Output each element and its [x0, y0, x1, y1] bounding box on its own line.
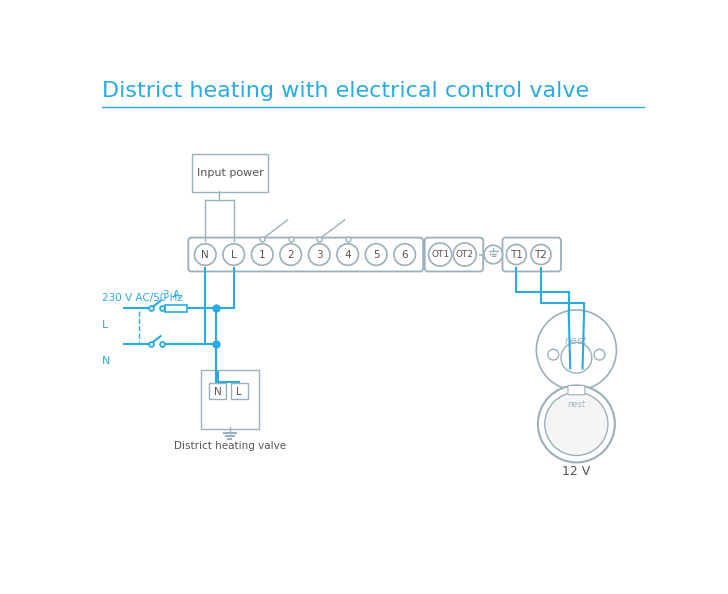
Text: L: L	[102, 320, 108, 330]
FancyBboxPatch shape	[209, 383, 226, 399]
Circle shape	[309, 244, 330, 266]
Text: 2: 2	[288, 249, 294, 260]
Text: L: L	[231, 249, 237, 260]
Circle shape	[561, 342, 592, 373]
Circle shape	[251, 244, 273, 266]
Text: 3: 3	[316, 249, 323, 260]
FancyBboxPatch shape	[424, 238, 483, 271]
Text: OT1: OT1	[431, 250, 449, 259]
Circle shape	[223, 244, 245, 266]
Circle shape	[453, 243, 476, 266]
Text: 6: 6	[401, 249, 408, 260]
Text: T1: T1	[510, 249, 523, 260]
FancyBboxPatch shape	[201, 370, 259, 428]
Circle shape	[394, 244, 416, 266]
Text: Input power: Input power	[197, 168, 264, 178]
FancyBboxPatch shape	[231, 383, 248, 399]
Text: 230 V AC/50 Hz: 230 V AC/50 Hz	[102, 293, 183, 304]
Circle shape	[194, 244, 216, 266]
Text: N: N	[102, 356, 111, 366]
Text: District heating with electrical control valve: District heating with electrical control…	[102, 81, 589, 100]
Circle shape	[537, 310, 617, 390]
Circle shape	[337, 244, 358, 266]
Text: OT2: OT2	[456, 250, 474, 259]
Circle shape	[531, 245, 551, 264]
Text: District heating valve: District heating valve	[174, 441, 286, 451]
Circle shape	[548, 349, 558, 360]
FancyBboxPatch shape	[191, 154, 268, 192]
Text: L: L	[237, 387, 242, 397]
FancyBboxPatch shape	[502, 238, 561, 271]
Circle shape	[594, 349, 605, 360]
Text: N: N	[202, 249, 209, 260]
FancyBboxPatch shape	[568, 386, 585, 394]
Text: 4: 4	[344, 249, 351, 260]
FancyBboxPatch shape	[165, 305, 187, 311]
Text: 1: 1	[259, 249, 266, 260]
Text: nest: nest	[565, 336, 587, 346]
Text: 3 A: 3 A	[163, 290, 180, 299]
Circle shape	[538, 386, 615, 463]
Text: 12 V: 12 V	[562, 465, 590, 478]
Circle shape	[484, 245, 502, 264]
Circle shape	[280, 244, 301, 266]
Text: N: N	[214, 387, 221, 397]
FancyBboxPatch shape	[189, 238, 423, 271]
Circle shape	[545, 393, 608, 456]
Circle shape	[365, 244, 387, 266]
Circle shape	[429, 243, 451, 266]
Text: T2: T2	[534, 249, 547, 260]
Text: nest: nest	[567, 400, 585, 409]
Text: 5: 5	[373, 249, 379, 260]
Circle shape	[506, 245, 526, 264]
